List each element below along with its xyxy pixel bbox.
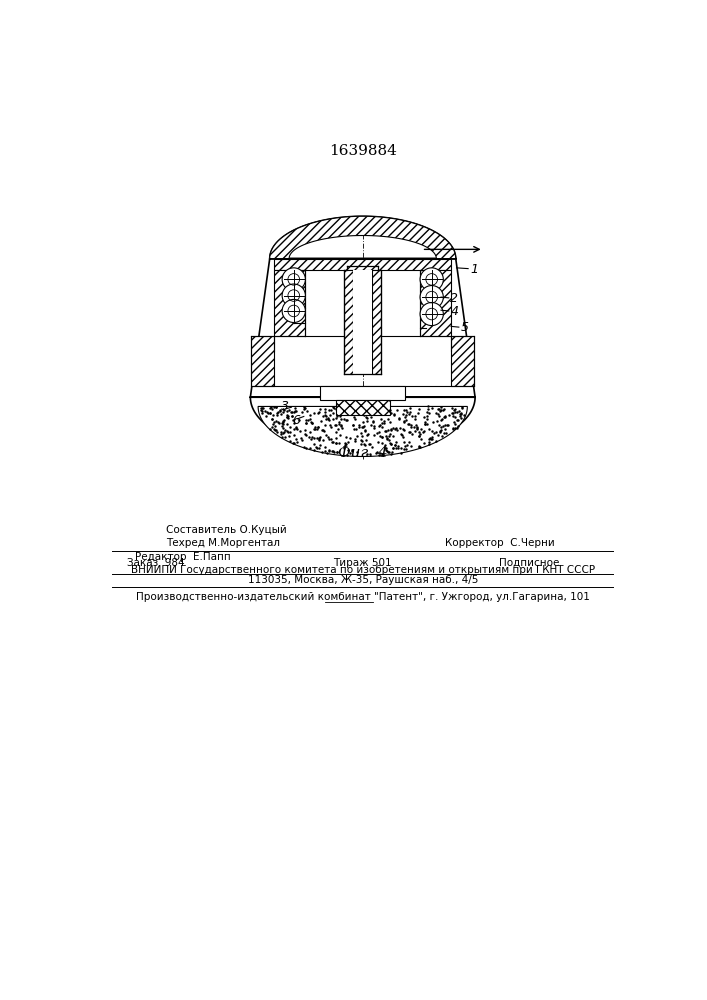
Text: 1639884: 1639884: [329, 144, 397, 158]
Bar: [344, 270, 354, 374]
Text: Заказ  984: Заказ 984: [127, 558, 185, 568]
Bar: [336, 400, 390, 415]
Circle shape: [282, 268, 305, 291]
Bar: [451, 336, 474, 386]
Text: Редактор  Е.Папп: Редактор Е.Папп: [135, 552, 230, 562]
Text: 4: 4: [450, 305, 458, 318]
Bar: [320, 386, 405, 400]
Text: 6: 6: [292, 414, 300, 427]
Bar: [274, 259, 451, 270]
Circle shape: [282, 284, 305, 307]
Text: 2: 2: [450, 292, 458, 305]
Polygon shape: [250, 216, 475, 451]
Text: ВНИИПИ Государственного комитета по изобретениям и открытиям при ГКНТ СССР: ВНИИПИ Государственного комитета по изоб…: [131, 565, 595, 575]
Text: Корректор  С.Черни: Корректор С.Черни: [445, 538, 554, 548]
Bar: [354, 270, 372, 374]
Text: 5: 5: [460, 321, 468, 334]
Circle shape: [282, 299, 305, 323]
Polygon shape: [258, 406, 467, 456]
Text: Фиг. 4: Фиг. 4: [338, 446, 387, 460]
Text: 113035, Москва, Ж-35, Раушская наб., 4/5: 113035, Москва, Ж-35, Раушская наб., 4/5: [247, 575, 478, 585]
Text: 3: 3: [281, 400, 288, 413]
Text: Тираж 501: Тираж 501: [334, 558, 392, 568]
Circle shape: [420, 286, 443, 309]
Circle shape: [420, 268, 443, 291]
Text: Производственно-издательский комбинат "Патент", г. Ужгород, ул.Гагарина, 101: Производственно-издательский комбинат "П…: [136, 592, 590, 602]
Text: 1: 1: [470, 263, 479, 276]
Circle shape: [420, 302, 443, 326]
Polygon shape: [270, 216, 456, 259]
Bar: [420, 270, 451, 336]
Bar: [251, 336, 274, 386]
Text: Техред М.Моргентал: Техред М.Моргентал: [166, 538, 280, 548]
Bar: [372, 270, 381, 374]
Text: Составитель О.Куцый: Составитель О.Куцый: [166, 525, 286, 535]
Text: Подписное: Подписное: [499, 558, 559, 568]
Bar: [274, 270, 305, 336]
